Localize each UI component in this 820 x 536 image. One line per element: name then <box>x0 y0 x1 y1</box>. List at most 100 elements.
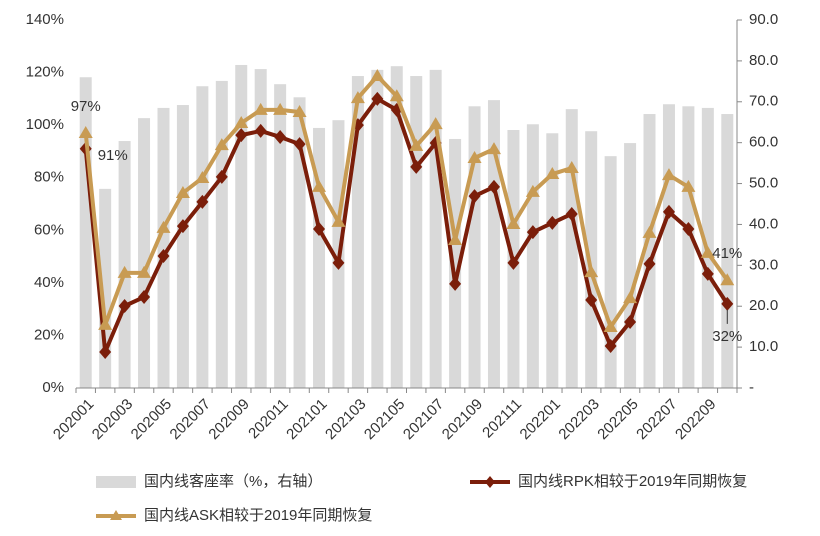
line-marker <box>118 298 131 313</box>
x-tick-label: 202103 <box>322 396 369 443</box>
legend-item: 国内线客座率（%，右轴） <box>96 473 322 490</box>
line-marker <box>254 123 267 138</box>
line-marker <box>486 142 501 155</box>
bar <box>235 64 248 388</box>
line-marker <box>371 91 384 106</box>
legend-label: 国内线ASK相较于2019年同期恢复 <box>144 506 372 524</box>
x-tick-label: 202001 <box>50 396 97 443</box>
line-marker <box>467 151 482 163</box>
x-tick-label: 202009 <box>205 396 252 443</box>
x-tick-label: 202111 <box>479 396 525 442</box>
line-marker <box>506 216 521 229</box>
line-marker <box>293 137 306 152</box>
line-marker <box>701 266 714 281</box>
bar <box>624 143 637 388</box>
line-marker <box>332 255 345 270</box>
line-marker <box>428 117 443 130</box>
bar <box>604 156 617 388</box>
bar <box>274 84 287 388</box>
y-tick-label: 100% <box>26 116 64 133</box>
line-marker <box>720 273 735 286</box>
y-tick-label: 0% <box>42 379 64 396</box>
line-marker <box>682 221 695 236</box>
line-marker <box>642 225 657 238</box>
bar <box>390 66 403 389</box>
y2-tick-label: 60.0 <box>749 134 778 151</box>
line-marker <box>234 116 249 129</box>
line-marker <box>564 160 579 173</box>
line-marker <box>525 184 540 197</box>
bar <box>157 107 170 389</box>
y-tick-label: 60% <box>34 221 64 238</box>
y-tick-label: 40% <box>34 274 64 291</box>
legend-label: 国内线RPK相较于2019年同期恢复 <box>518 472 747 490</box>
bar <box>643 114 656 389</box>
line-marker <box>137 265 152 278</box>
line-marker <box>313 221 326 236</box>
x-tick-label: 202007 <box>167 396 214 443</box>
line-marker <box>643 256 656 271</box>
line-marker <box>409 138 424 151</box>
bar <box>215 80 228 389</box>
line-marker <box>273 102 288 115</box>
line-marker <box>623 291 638 304</box>
line-marker <box>468 189 481 204</box>
line-marker <box>157 249 170 264</box>
line-marker <box>448 233 463 246</box>
x-tick-label: 202105 <box>361 396 408 443</box>
y2-tick-label: 10.0 <box>749 338 778 355</box>
y-tick-label: 80% <box>34 169 64 186</box>
line-marker <box>545 167 560 180</box>
line-marker <box>565 206 578 221</box>
line-marker <box>253 102 268 115</box>
line-marker <box>526 225 539 240</box>
line-marker <box>604 338 617 353</box>
data-label: 32% <box>712 328 742 345</box>
line-marker <box>176 219 189 234</box>
line-marker <box>662 204 675 219</box>
line-marker <box>350 91 365 104</box>
bar <box>585 131 598 388</box>
line-marker <box>389 89 404 102</box>
y-tick-label: 120% <box>26 64 64 81</box>
x-tick-label: 202209 <box>672 396 719 443</box>
line-marker <box>681 179 696 192</box>
line-marker <box>370 68 385 81</box>
x-tick-label: 202011 <box>245 396 292 443</box>
y2-tick-label: 80.0 <box>749 52 778 69</box>
line-marker <box>138 290 151 305</box>
bar <box>526 124 539 389</box>
bar <box>546 133 559 388</box>
bar <box>118 141 131 388</box>
data-label: 41% <box>712 245 742 262</box>
line-marker <box>584 265 599 278</box>
x-tick-label: 202201 <box>517 396 564 443</box>
line-marker <box>603 320 618 333</box>
bar <box>410 76 423 389</box>
bar <box>721 114 734 389</box>
y2-tick-label: 40.0 <box>749 215 778 232</box>
y2-tick-label: - <box>749 379 754 396</box>
bar <box>293 97 306 388</box>
line-marker <box>175 185 190 198</box>
line-marker <box>312 179 327 192</box>
bar <box>371 69 384 388</box>
x-tick-label: 202109 <box>439 396 486 443</box>
bar <box>662 104 675 388</box>
legend-marker <box>110 510 122 520</box>
data-label: 97% <box>71 98 101 115</box>
x-tick-label: 202005 <box>128 396 175 443</box>
y2-tick-label: 70.0 <box>749 93 778 110</box>
y-tick-label: 20% <box>34 326 64 343</box>
y2-tick-label: 30.0 <box>749 256 778 273</box>
line-marker <box>331 214 346 227</box>
line-marker <box>624 315 637 330</box>
legend-marker <box>485 476 495 488</box>
y2-tick-label: 20.0 <box>749 297 778 314</box>
line-marker <box>410 159 423 174</box>
legend-swatch <box>96 476 136 488</box>
line-marker <box>507 255 520 270</box>
x-tick-label: 202203 <box>555 396 602 443</box>
line-marker <box>487 179 500 194</box>
